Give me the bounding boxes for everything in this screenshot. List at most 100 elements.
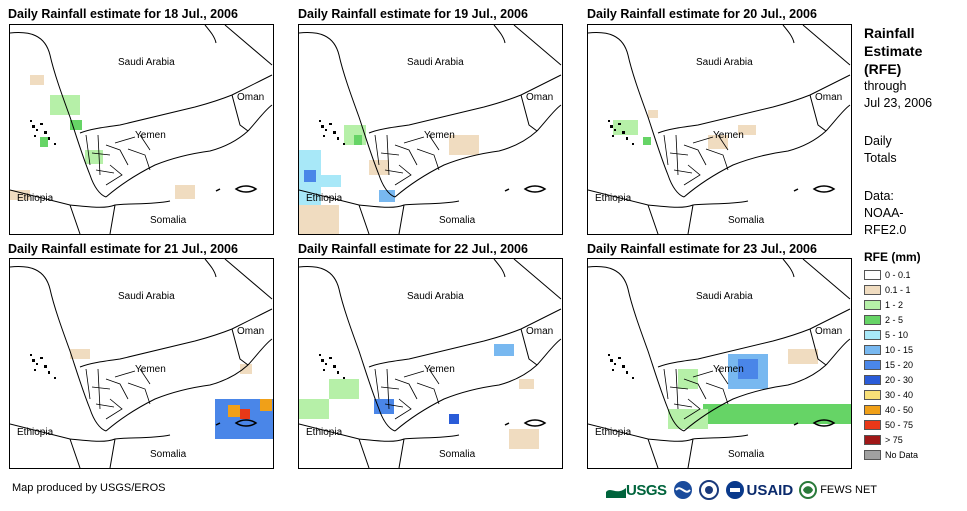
rain-cell bbox=[369, 160, 389, 175]
ethiopia-label: Ethiopia bbox=[17, 427, 54, 438]
legend-label: No Data bbox=[885, 450, 919, 460]
rain-cell bbox=[613, 120, 638, 135]
legend-label: 15 - 20 bbox=[885, 360, 914, 370]
legend-item: 20 - 30 bbox=[864, 374, 913, 386]
yemen-label: Yemen bbox=[424, 130, 455, 141]
rain-cell bbox=[509, 429, 539, 449]
legend-swatch bbox=[864, 285, 881, 295]
legend-title-block: Rainfall Estimate (RFE) bbox=[864, 24, 922, 78]
rainfall-map-3: Saudi Arabia Oman Yemen Ethiopia Somalia bbox=[587, 24, 852, 235]
saudi-label: Saudi Arabia bbox=[407, 291, 464, 302]
rainfall-map-4: Saudi Arabia Oman Yemen Ethiopia Somalia bbox=[9, 258, 274, 469]
rain-cell bbox=[50, 95, 80, 115]
legend-item: No Data bbox=[864, 449, 918, 461]
legend-label: 0.1 - 1 bbox=[885, 285, 911, 295]
legend-label: 0 - 0.1 bbox=[885, 270, 911, 280]
rain-cell bbox=[519, 379, 534, 389]
rain-cell bbox=[70, 349, 90, 359]
yemen-label: Yemen bbox=[135, 130, 166, 141]
legend-swatch bbox=[864, 360, 881, 370]
legend-swatch bbox=[864, 315, 881, 325]
usaid-logo: USAID bbox=[725, 480, 794, 500]
yemen-label: Yemen bbox=[135, 364, 166, 375]
usaid-text: USAID bbox=[746, 481, 794, 499]
rain-cell bbox=[299, 399, 329, 419]
panel-title-5: Daily Rainfall estimate for 22 Jul., 200… bbox=[298, 242, 528, 256]
rain-cell bbox=[449, 414, 459, 424]
somalia-label: Somalia bbox=[439, 215, 476, 226]
saudi-label: Saudi Arabia bbox=[118, 57, 175, 68]
oman-label: Oman bbox=[815, 92, 842, 103]
yemen-label: Yemen bbox=[424, 364, 455, 375]
panel-title-6: Daily Rainfall estimate for 23 Jul., 200… bbox=[587, 242, 817, 256]
rain-cell bbox=[70, 120, 82, 130]
rain-cell bbox=[321, 175, 341, 187]
fewsnet-text: FEWS NET bbox=[820, 484, 878, 496]
legend-item: 0.1 - 1 bbox=[864, 284, 911, 296]
rain-cell bbox=[494, 344, 514, 356]
dhs-seal-icon bbox=[698, 480, 719, 500]
legend-label: 40 - 50 bbox=[885, 405, 914, 415]
rain-cell bbox=[260, 399, 272, 411]
legend-swatch bbox=[864, 375, 881, 385]
title-line-2: Estimate bbox=[864, 43, 923, 59]
legend-label: 10 - 15 bbox=[885, 345, 914, 355]
usgs-logo: USGS bbox=[606, 482, 667, 499]
legend-item: > 75 bbox=[864, 434, 903, 446]
rainfall-map-5: Saudi Arabia Oman Yemen Ethiopia Somalia bbox=[298, 258, 563, 469]
rain-cell bbox=[708, 135, 728, 149]
legend-label: 5 - 10 bbox=[885, 330, 909, 340]
legend-label: > 75 bbox=[885, 435, 903, 445]
legend-item: 15 - 20 bbox=[864, 359, 913, 371]
rainfall-map-1: Saudi Arabia Oman Yemen Ethiopia Somalia bbox=[9, 24, 274, 235]
somalia-label: Somalia bbox=[150, 449, 187, 460]
panel-title-4: Daily Rainfall estimate for 21 Jul., 200… bbox=[8, 242, 238, 256]
oman-label: Oman bbox=[526, 92, 553, 103]
legend-swatch bbox=[864, 405, 881, 415]
data-line-3: RFE2.0 bbox=[864, 223, 907, 237]
oman-label: Oman bbox=[815, 326, 842, 337]
legend-item: 50 - 75 bbox=[864, 419, 913, 431]
oman-label: Oman bbox=[526, 326, 553, 337]
rain-cell bbox=[304, 170, 316, 182]
title-line-1: Rainfall bbox=[864, 25, 915, 41]
rain-cell bbox=[329, 379, 359, 399]
somalia-label: Somalia bbox=[728, 449, 765, 460]
dhs-logo bbox=[698, 480, 719, 500]
oman-label: Oman bbox=[237, 326, 264, 337]
rain-cell bbox=[449, 135, 479, 155]
oman-label: Oman bbox=[237, 92, 264, 103]
legend-label: 20 - 30 bbox=[885, 375, 914, 385]
rain-cell bbox=[354, 135, 362, 145]
somalia-label: Somalia bbox=[150, 215, 187, 226]
usaid-seal-icon bbox=[725, 481, 744, 499]
credit-text: Map produced by USGS/EROS bbox=[12, 482, 166, 494]
noaa-logo bbox=[673, 480, 693, 500]
legend-item: 10 - 15 bbox=[864, 344, 913, 356]
somalia-label: Somalia bbox=[728, 215, 765, 226]
rain-cell bbox=[240, 409, 250, 419]
rain-cell bbox=[374, 399, 394, 414]
legend-item: 30 - 40 bbox=[864, 389, 913, 401]
legend-swatch bbox=[864, 330, 881, 340]
legend-label: 30 - 40 bbox=[885, 390, 914, 400]
legend-swatch bbox=[864, 450, 881, 460]
rain-cell bbox=[788, 349, 818, 364]
rain-cell bbox=[648, 110, 658, 118]
legend-swatch bbox=[864, 300, 881, 310]
rain-cell bbox=[678, 369, 698, 389]
rain-cell bbox=[668, 409, 708, 429]
daily-line-2: Totals bbox=[864, 151, 897, 165]
ethiopia-label: Ethiopia bbox=[595, 427, 632, 438]
rain-cell bbox=[379, 190, 395, 202]
rain-cell bbox=[30, 75, 44, 85]
legend-label: 1 - 2 bbox=[885, 300, 904, 310]
legend-item: 40 - 50 bbox=[864, 404, 913, 416]
legend-swatch bbox=[864, 420, 881, 430]
legend-item: 0 - 0.1 bbox=[864, 269, 911, 281]
rain-cell bbox=[738, 125, 756, 135]
title-line-3: (RFE) bbox=[864, 61, 902, 77]
saudi-label: Saudi Arabia bbox=[118, 291, 175, 302]
fewsnet-globe-icon bbox=[799, 481, 818, 499]
rain-cell bbox=[703, 404, 851, 424]
